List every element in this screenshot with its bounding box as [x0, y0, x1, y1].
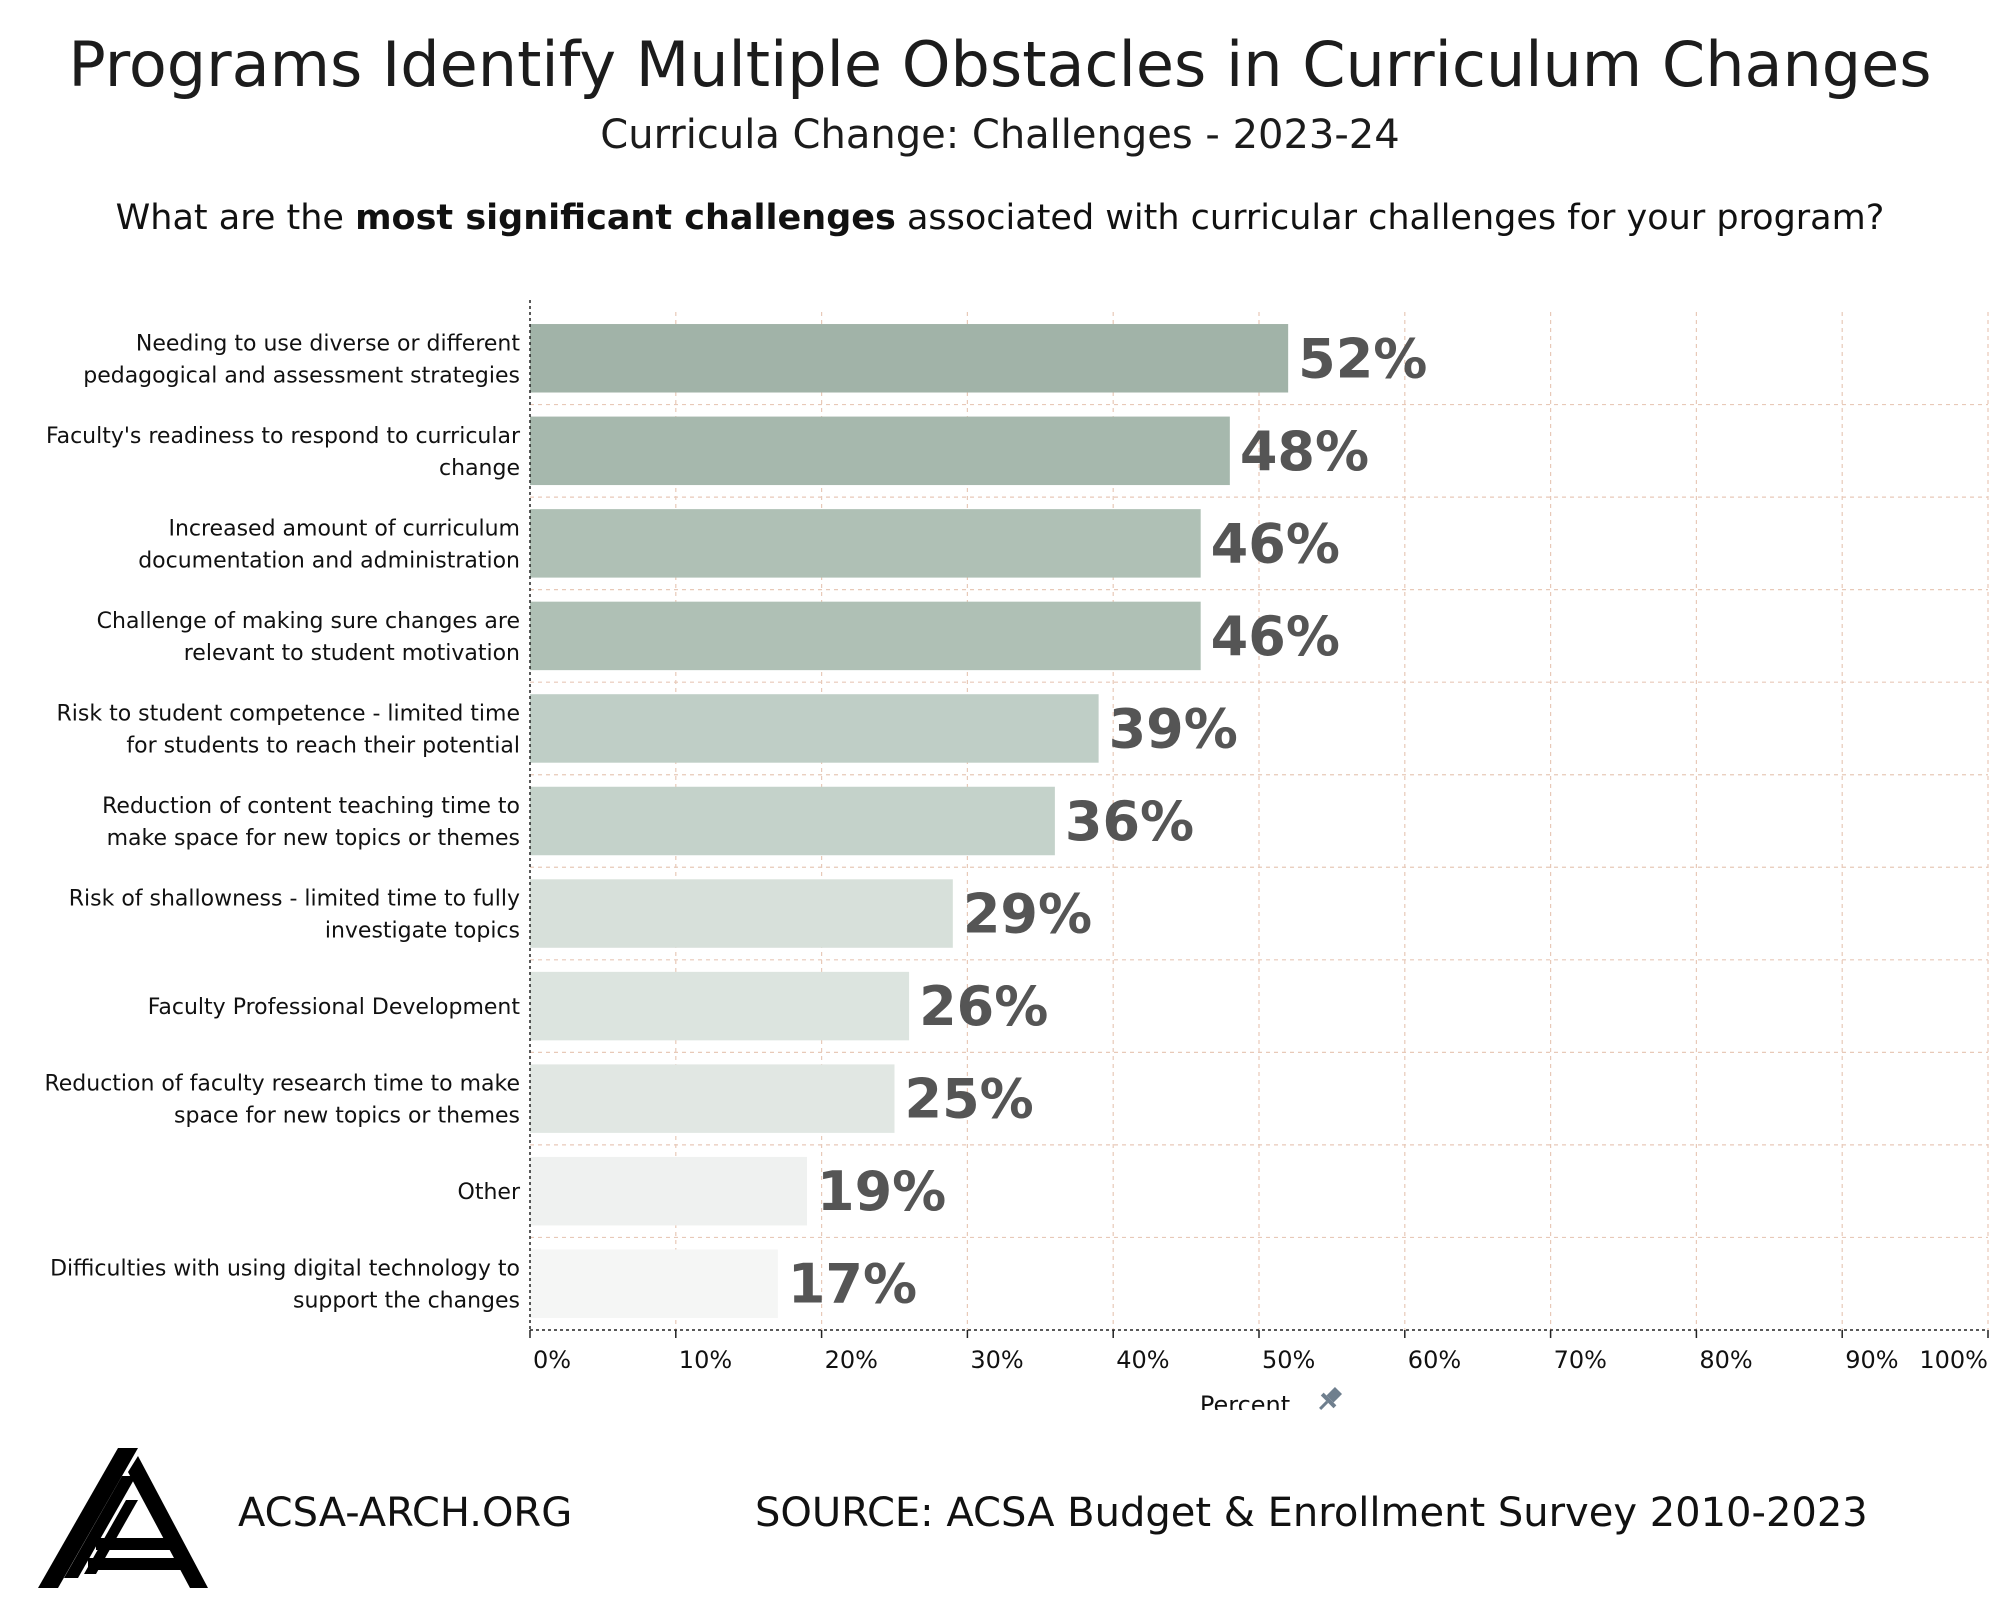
x-axis: 0% 10% 20% 30% 40% 50% 60% 70% 80% 90% 100%: [529, 300, 1989, 1374]
category-label: Other: [458, 1180, 521, 1205]
bar: [530, 324, 1289, 393]
chart-title: Programs Identify Multiple Obstacles in …: [68, 28, 1932, 101]
category-label: Risk of shallowness - limited time to fu…: [69, 887, 520, 944]
bar: [530, 1249, 778, 1318]
category-label: Difficulties with using digital technolo…: [50, 1257, 520, 1314]
x-tick-label: 90%: [1845, 1346, 1898, 1374]
value-label: 36%: [1065, 790, 1194, 853]
acsa-logo: [38, 1448, 208, 1588]
question-text-bold: most significant challenges: [355, 198, 896, 238]
category-label: Needing to use diverse or different pedag…: [83, 331, 520, 388]
footer-source: SOURCE: ACSA Budget & Enrollment Survey …: [755, 1490, 1868, 1536]
category-labels: Needing to use diverse or different pedag…: [44, 331, 520, 1313]
bar: [530, 786, 1055, 856]
bar: [530, 879, 953, 948]
footer-website: ACSA-ARCH.ORG: [238, 1490, 573, 1536]
x-axis-title: Percent: [1200, 1391, 1290, 1410]
category-label: Increased amount of curriculum documentat…: [138, 516, 520, 573]
category-label: Faculty's readiness to respond to curric…: [46, 424, 521, 481]
category-label: Reduction of faculty research time to ma…: [44, 1072, 520, 1129]
bar-chart: Needing to use diverse or different pedag…: [44, 300, 1989, 1410]
category-label: Challenge of making sure changes are rele…: [97, 609, 520, 666]
bar: [530, 694, 1099, 763]
chart-subtitle: Curricula Change: Challenges - 2023-24: [600, 112, 1400, 158]
category-label: Reduction of content teaching time to mak…: [102, 794, 520, 851]
survey-question: What are the most significant challenges…: [0, 198, 2000, 238]
x-tick-label: 10%: [679, 1346, 732, 1374]
bar: [530, 601, 1201, 671]
value-label: 26%: [919, 975, 1048, 1038]
bar: [530, 1064, 895, 1133]
bar: [530, 1156, 808, 1226]
category-label: Risk to student competence - limited tim…: [56, 701, 520, 758]
question-text-post: associated with curricular challenges fo…: [895, 198, 1885, 238]
value-label: 29%: [963, 883, 1092, 946]
value-label: 19%: [817, 1160, 946, 1223]
value-label: 52%: [1298, 327, 1427, 390]
value-label: 46%: [1211, 512, 1340, 575]
pin-icon: [1319, 1386, 1343, 1410]
question-text-pre: What are the: [115, 198, 356, 238]
category-label: Faculty Professional Development: [148, 995, 521, 1020]
x-tick-label: 0%: [533, 1346, 571, 1374]
value-labels: 52% 48% 46% 46% 39% 36% 29% 26% 25% 19% 17%: [788, 327, 1428, 1315]
x-tick-label: 100%: [1919, 1346, 1988, 1374]
x-tick-label: 20%: [825, 1346, 878, 1374]
grid-lines: [530, 312, 1989, 1330]
value-label: 17%: [788, 1253, 917, 1316]
bar: [530, 416, 1230, 486]
bar: [530, 509, 1201, 578]
value-label: 25%: [905, 1068, 1034, 1131]
x-tick-label: 70%: [1554, 1346, 1607, 1374]
x-tick-label: 40%: [1116, 1346, 1169, 1374]
x-tick-label: 50%: [1262, 1346, 1315, 1374]
x-tick-label: 30%: [970, 1346, 1023, 1374]
value-label: 39%: [1109, 697, 1238, 760]
x-tick-label: 80%: [1699, 1346, 1752, 1374]
value-label: 46%: [1211, 605, 1340, 668]
x-tick-label: 60%: [1408, 1346, 1461, 1374]
value-label: 48%: [1240, 420, 1369, 483]
bars: [530, 324, 1289, 1318]
bar: [530, 971, 910, 1041]
